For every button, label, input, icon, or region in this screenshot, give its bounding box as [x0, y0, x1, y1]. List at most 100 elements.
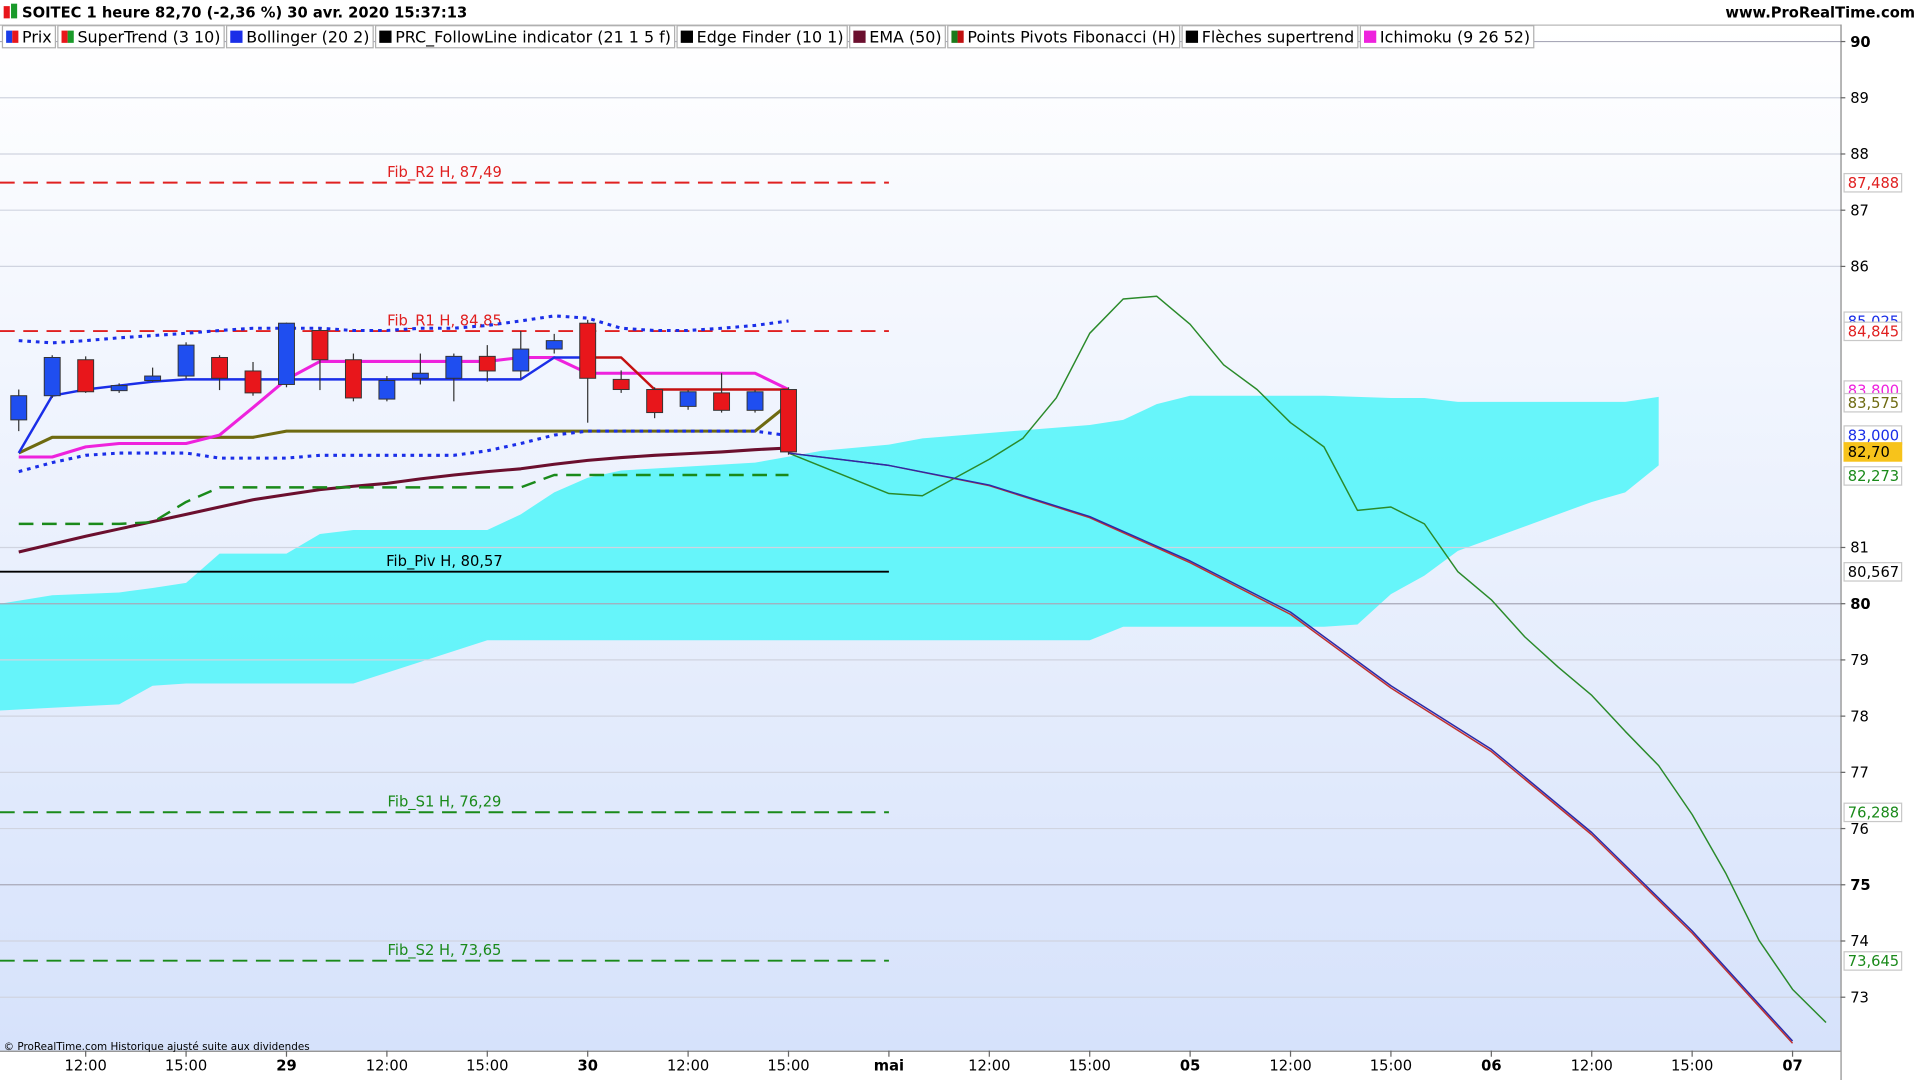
legend-swatch: [379, 30, 392, 43]
indicator-line: [18, 429, 789, 474]
legend-item: PRC_FollowLine indicator (21 1 5 f): [374, 25, 676, 49]
candle-body: [746, 391, 764, 411]
legend-box: [57, 25, 225, 49]
y-tick-label: 86: [1850, 259, 1869, 276]
y-tick-label: 79: [1850, 652, 1869, 669]
y-tick-label: 76: [1850, 821, 1869, 838]
candle-body: [579, 322, 597, 379]
legend-label: Ichimoku (9 26 52): [1380, 27, 1530, 46]
legend-label: Flèches supertrend: [1202, 27, 1355, 46]
y-axis-area: [1840, 24, 1920, 1080]
x-tick-label: 15:00: [767, 1058, 809, 1075]
y-tick-label: 80: [1850, 596, 1870, 613]
watermark: www.ProRealTime.com: [1725, 4, 1915, 21]
candle-body: [679, 391, 697, 407]
price-label-box: [1843, 442, 1903, 462]
legend-box: [225, 25, 374, 49]
legend-label: Edge Finder (10 1): [697, 27, 844, 46]
y-tick-label: 90: [1850, 34, 1870, 51]
y-tick-label: 88: [1850, 146, 1869, 163]
legend-swatch: [6, 30, 13, 43]
price-label-box: [1843, 466, 1903, 486]
indicator-line: [587, 356, 789, 391]
x-tick-label: 12:00: [1269, 1058, 1311, 1075]
indicator-line: [18, 355, 790, 459]
legend-item: Prix: [1, 25, 57, 49]
x-tick-label: 07: [1782, 1058, 1802, 1075]
candle-body: [344, 359, 362, 399]
ichimoku-cloud: [0, 395, 1659, 711]
indicator-line: [788, 452, 1794, 1042]
y-tick-label: 81: [1850, 540, 1869, 557]
footer-note: © ProRealTime.com Historique ajusté suit…: [4, 1041, 310, 1053]
x-tick-label: 06: [1481, 1058, 1501, 1075]
candle-body: [10, 395, 28, 421]
legend-box: [849, 25, 946, 49]
x-tick-label: 12:00: [667, 1058, 709, 1075]
x-axis-area: [0, 1050, 1841, 1080]
candle-body: [545, 340, 563, 350]
legend-label: Bollinger (20 2): [246, 27, 369, 46]
legend-item: Points Pivots Fibonacci (H): [947, 25, 1181, 49]
legend-label: Points Pivots Fibonacci (H): [967, 27, 1176, 46]
price-label-box: [1843, 321, 1903, 342]
x-tick-label: mai: [874, 1058, 904, 1075]
y-tick-label: 87: [1850, 202, 1869, 219]
candle-body: [211, 356, 228, 379]
legend-box: [374, 25, 676, 49]
candle-body: [478, 355, 496, 372]
legend-swatch: [853, 30, 866, 43]
candle-body: [244, 370, 262, 394]
chart-title: SOITEC 1 heure 82,70 (-2,36 %) 30 avr. 2…: [22, 4, 467, 21]
candle-body: [512, 348, 530, 372]
price-label-box: [1843, 392, 1903, 413]
indicator-line: [18, 314, 789, 345]
legend-swatch: [1364, 30, 1377, 43]
candle-body: [378, 380, 396, 400]
x-tick-label: 15:00: [466, 1058, 508, 1075]
legend-item: Bollinger (20 2): [225, 25, 374, 49]
x-tick-label: 12:00: [1571, 1058, 1613, 1075]
price-label-box: [1843, 172, 1903, 193]
legend-swatch: [680, 30, 693, 43]
indicator-line: [788, 295, 1827, 1024]
price-label-box: [1843, 802, 1903, 823]
price-label: 82,70: [1848, 444, 1890, 461]
legend-item: SuperTrend (3 10): [57, 25, 225, 49]
y-tick-label: 77: [1850, 765, 1869, 782]
y-tick-label: 78: [1850, 708, 1869, 725]
legend-label: SuperTrend (3 10): [77, 27, 220, 46]
candle-body: [144, 375, 162, 382]
legend-item: Ichimoku (9 26 52): [1359, 25, 1535, 49]
fib-label: Fib_S2 H, 73,65: [388, 942, 502, 959]
price-label-box: [1843, 951, 1903, 971]
price-label: 82,273: [1848, 468, 1899, 485]
price-label: 84,845: [1848, 324, 1899, 341]
candle-body: [612, 378, 630, 391]
price-label: 76,288: [1848, 805, 1899, 822]
x-tick-label: 30: [577, 1058, 597, 1075]
legend-swatch: [12, 30, 19, 43]
candle-body: [110, 385, 128, 392]
y-tick-label: 74: [1850, 933, 1869, 950]
fib-label: Fib_R1 H, 84,85: [387, 312, 502, 329]
fib-label: Fib_R2 H, 87,49: [387, 164, 502, 181]
candle-body: [713, 392, 731, 411]
legend-swatch: [230, 30, 243, 43]
x-tick-label: 05: [1180, 1058, 1200, 1075]
legend-swatch: [67, 30, 74, 43]
legend-box: [1181, 25, 1359, 49]
x-tick-label: 12:00: [65, 1058, 107, 1075]
candle-body: [278, 322, 295, 385]
legend-swatch: [1185, 30, 1199, 43]
legend-label: Prix: [22, 27, 52, 46]
candle-body: [177, 344, 195, 377]
candle-body: [77, 359, 95, 393]
title-icon: [11, 3, 18, 19]
legend-item: EMA (50): [849, 25, 946, 49]
legend-box: [676, 25, 848, 49]
x-tick-label: 15:00: [1370, 1058, 1412, 1075]
legend-box: [947, 25, 1181, 49]
x-tick-label: 12:00: [968, 1058, 1010, 1075]
